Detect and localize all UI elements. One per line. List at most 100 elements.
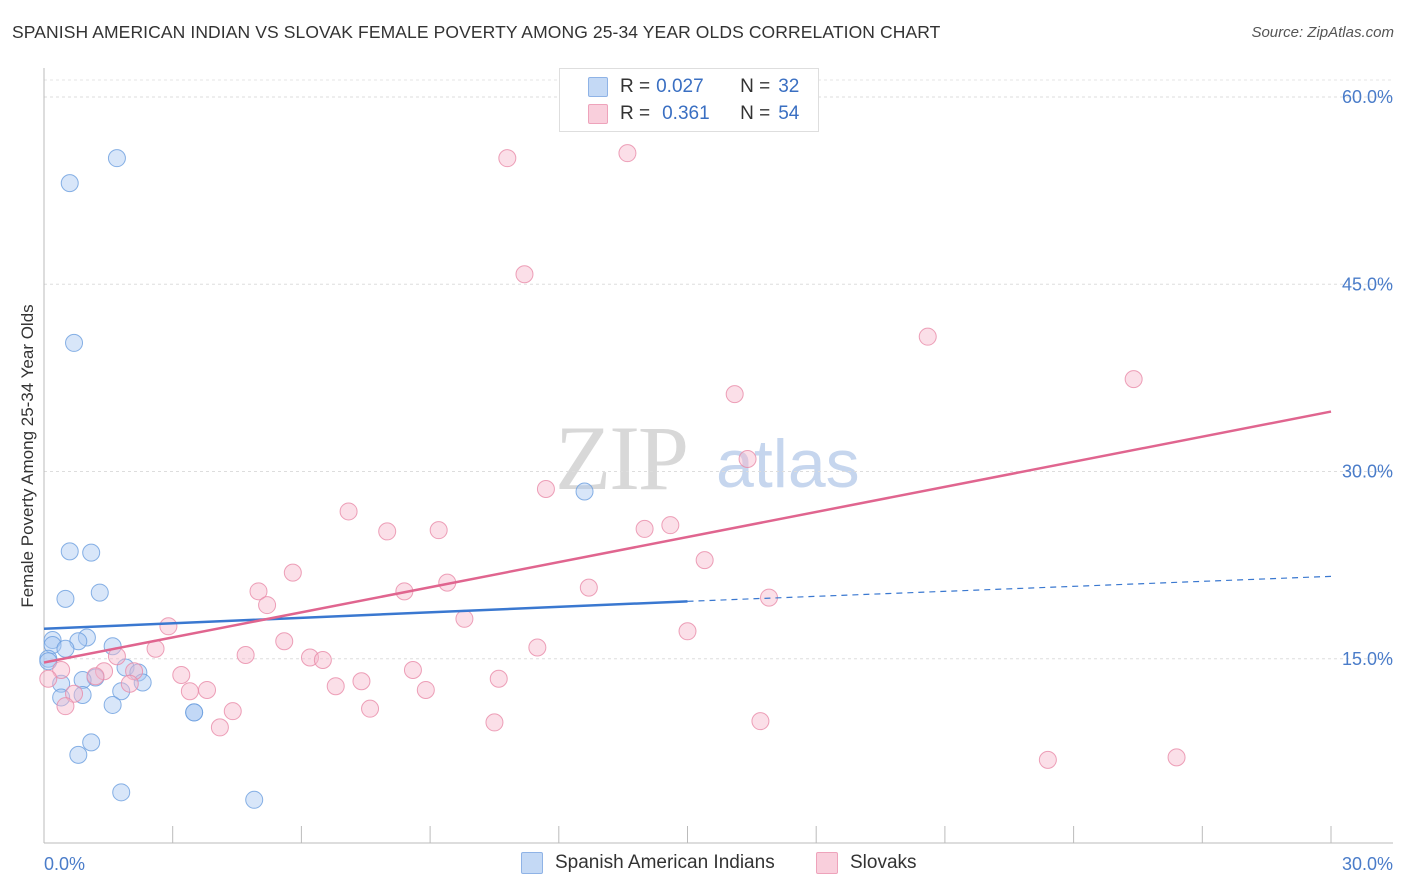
axes (43, 68, 1393, 844)
data-point (107, 149, 126, 168)
y-tick-label: 60.0% (1342, 87, 1393, 107)
data-point (489, 669, 508, 688)
y-tick-label: 45.0% (1342, 274, 1393, 294)
data-point (283, 563, 302, 582)
legend-n-label: N = (740, 76, 771, 97)
data-points (39, 144, 1186, 809)
legend-r-label: R = (620, 103, 651, 124)
data-point (528, 638, 547, 657)
legend-swatch-blue (588, 77, 608, 97)
data-point (52, 660, 71, 679)
data-point (82, 733, 101, 752)
x-tick-label: 0.0% (44, 854, 85, 874)
data-point (56, 589, 75, 608)
data-point (678, 622, 697, 641)
legend-swatch-pink (588, 104, 608, 124)
data-point (120, 674, 139, 693)
data-point (60, 174, 79, 193)
y-tick-label: 15.0% (1342, 649, 1393, 669)
data-point (536, 479, 555, 498)
data-point (210, 718, 229, 737)
data-point (339, 502, 358, 521)
data-point (416, 680, 435, 699)
series-points-spanish-american-indians (39, 149, 594, 809)
data-point (352, 672, 371, 691)
series-name: Spanish American Indians (555, 852, 775, 873)
data-point (635, 519, 654, 538)
trend-line-extension-spanish-american-indians (687, 575, 1332, 602)
data-point (90, 583, 109, 602)
data-point (725, 385, 744, 404)
trend-lines (43, 410, 1332, 664)
data-point (695, 551, 714, 570)
series-swatch-blue (521, 852, 543, 874)
trend-line-spanish-american-indians (43, 600, 688, 631)
data-point (326, 677, 345, 696)
series-points-slovaks (39, 144, 1186, 769)
legend-row-blue: R = 0.027 N = 32 (620, 75, 799, 99)
data-point (579, 578, 598, 597)
data-point (1124, 370, 1143, 389)
data-point (39, 669, 58, 688)
y-tick-label: 30.0% (1342, 462, 1393, 482)
data-point (275, 632, 294, 651)
x-tick-label: 30.0% (1342, 854, 1393, 874)
data-point (69, 745, 88, 764)
series-legend: Spanish American Indians Slovaks (0, 852, 1406, 878)
data-point (575, 482, 594, 501)
data-point (159, 617, 178, 636)
data-point (485, 713, 504, 732)
legend-r-label: R = (620, 76, 651, 97)
correlation-legend: R = 0.027 N = 32 R = 0.361 N = 54 (559, 68, 819, 132)
series-name: Slovaks (850, 852, 917, 873)
data-point (378, 522, 397, 541)
data-point (65, 333, 84, 352)
data-point (618, 144, 637, 163)
legend-n-value: 54 (778, 103, 800, 124)
data-point (1038, 750, 1057, 769)
data-point (455, 609, 474, 628)
legend-r-value: 0.361 (662, 103, 710, 124)
data-point (86, 667, 105, 686)
data-point (95, 662, 114, 681)
data-point (249, 582, 268, 601)
source-label: Source: ZipAtlas.com (1251, 24, 1394, 41)
legend-n-label: N = (740, 103, 771, 124)
legend-row-pink: R = 0.361 N = 54 (620, 102, 799, 126)
data-point (56, 697, 75, 716)
data-point (103, 695, 122, 714)
data-point (82, 543, 101, 562)
data-point (180, 682, 199, 701)
watermark-zip: ZIP (555, 407, 689, 509)
data-point (223, 702, 242, 721)
series-legend-item-slovaks: Slovaks (816, 852, 917, 874)
data-point (236, 646, 255, 665)
data-point (56, 639, 75, 658)
data-point (403, 660, 422, 679)
data-point (1167, 748, 1186, 767)
data-point (258, 596, 277, 615)
data-point (361, 699, 380, 718)
data-point (738, 450, 757, 469)
data-point (43, 631, 62, 650)
data-point (751, 712, 770, 731)
series-legend-item-spanish-american-indians: Spanish American Indians (521, 852, 775, 874)
data-point (198, 680, 217, 699)
data-point (918, 327, 937, 346)
gridlines (44, 79, 1393, 660)
data-point (77, 628, 96, 647)
data-point (60, 542, 79, 561)
trend-line-slovaks (43, 410, 1332, 664)
chart-title: SPANISH AMERICAN INDIAN VS SLOVAK FEMALE… (12, 22, 941, 42)
legend-n-value: 32 (778, 76, 800, 97)
tick-labels: 15.0% 30.0% 45.0% 60.0% 0.0% 30.0% (44, 87, 1393, 874)
data-point (172, 665, 191, 684)
data-point (185, 703, 204, 722)
data-point (498, 149, 517, 168)
data-point (515, 265, 534, 284)
data-point (661, 516, 680, 535)
legend-r-value: 0.027 (656, 76, 704, 97)
data-point (313, 650, 332, 669)
data-point (112, 783, 131, 802)
